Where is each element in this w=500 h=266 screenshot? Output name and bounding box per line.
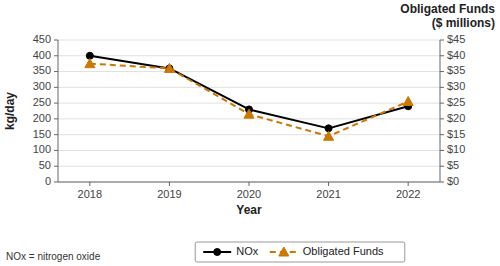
grid-line: [58, 71, 440, 72]
y-tick: [54, 103, 58, 104]
grid-line: [58, 134, 440, 135]
x-tick: [328, 182, 329, 186]
legend-label: Obligated Funds: [303, 245, 384, 257]
y2-tick: [440, 103, 444, 104]
x-tick: [169, 182, 170, 186]
y2-tick-label: $0: [447, 175, 459, 187]
y2-tick-label: $30: [447, 80, 465, 92]
data-point: [324, 131, 334, 140]
y2-tick: [440, 87, 444, 88]
y-tick: [54, 40, 58, 41]
y2-tick-label: $40: [447, 49, 465, 61]
legend-marker: [279, 247, 289, 256]
series: [85, 59, 413, 141]
legend-marker: [214, 249, 221, 256]
data-point: [403, 97, 413, 106]
y-tick-label: 350: [33, 64, 51, 76]
y-tick: [54, 182, 58, 183]
grid-line: [58, 87, 440, 88]
y-tick: [54, 71, 58, 72]
x-tick-label: 2022: [396, 188, 420, 200]
y-axis-label: kg/day: [3, 92, 17, 130]
axes: 0 50 100 150 200 250 300 350 400 450 $0 $5 $10 $15 $20…: [33, 33, 466, 200]
y2-tick: [440, 71, 444, 72]
y-tick-label: 300: [33, 80, 51, 92]
grid-line: [58, 182, 440, 183]
y-tick: [54, 118, 58, 119]
x-tick-label: 2018: [78, 188, 102, 200]
legend: NOx Obligated Funds: [195, 242, 405, 262]
data-point: [164, 63, 174, 72]
series-line: [90, 56, 408, 129]
data-point: [244, 109, 254, 118]
y-tick-label: 450: [33, 33, 51, 45]
y-tick: [54, 55, 58, 56]
legend-box: [195, 242, 405, 262]
y2-tick-label: $15: [447, 128, 465, 140]
y2-tick-label: $45: [447, 33, 465, 45]
x-tick-label: 2021: [316, 188, 340, 200]
y2-axis-line: [440, 40, 441, 182]
plot-area: [85, 52, 413, 140]
y2-tick: [440, 166, 444, 167]
x-tick: [249, 182, 250, 186]
x-tick: [408, 182, 409, 186]
y-tick-label: 100: [33, 143, 51, 155]
grid-line: [58, 166, 440, 167]
y-tick: [54, 134, 58, 135]
y2-tick-label: $5: [447, 159, 459, 171]
y2-tick-label: $20: [447, 112, 465, 124]
y-axis-line: [58, 40, 59, 182]
series: [86, 52, 411, 132]
y2-tick: [440, 55, 444, 56]
y-tick-label: 150: [33, 128, 51, 140]
x-tick-label: 2019: [157, 188, 181, 200]
y2-tick-label: $25: [447, 96, 465, 108]
data-point: [85, 59, 95, 68]
y2-tick: [440, 118, 444, 119]
x-tick: [89, 182, 90, 186]
grid-line: [58, 40, 440, 41]
y-tick: [54, 150, 58, 151]
y2-axis-label: ($ millions): [432, 16, 495, 30]
x-axis-line: [58, 182, 440, 183]
y2-tick: [440, 134, 444, 135]
chart-container: 0 50 100 150 200 250 300 350 400 450 $0 $5 $10 $15 $20…: [0, 0, 500, 266]
y-tick: [54, 87, 58, 88]
y-tick-label: 0: [45, 175, 51, 187]
grid-line: [58, 103, 440, 104]
note: NOx = nitrogen oxide: [6, 251, 101, 262]
y-tick-label: 250: [33, 96, 51, 108]
y2-tick-label: $10: [447, 143, 465, 155]
x-axis-label: Year: [236, 203, 262, 217]
background: [0, 0, 500, 266]
y2-tick: [440, 40, 444, 41]
y2-tick-label: $35: [447, 64, 465, 76]
grid-line: [58, 150, 440, 151]
chart-svg: 0 50 100 150 200 250 300 350 400 450 $0 $5 $10 $15 $20…: [0, 0, 500, 266]
y-tick-label: 200: [33, 112, 51, 124]
y2-tick: [440, 150, 444, 151]
y-tick-label: 50: [39, 159, 51, 171]
y-tick-label: 400: [33, 49, 51, 61]
x-tick-label: 2020: [237, 188, 261, 200]
y2-axis-label: Obligated Funds: [400, 2, 495, 16]
grid-line: [58, 55, 440, 56]
series-line: [90, 64, 408, 137]
legend-label: NOx: [236, 245, 259, 257]
y-tick: [54, 166, 58, 167]
y2-tick: [440, 182, 444, 183]
grid: [58, 40, 440, 182]
